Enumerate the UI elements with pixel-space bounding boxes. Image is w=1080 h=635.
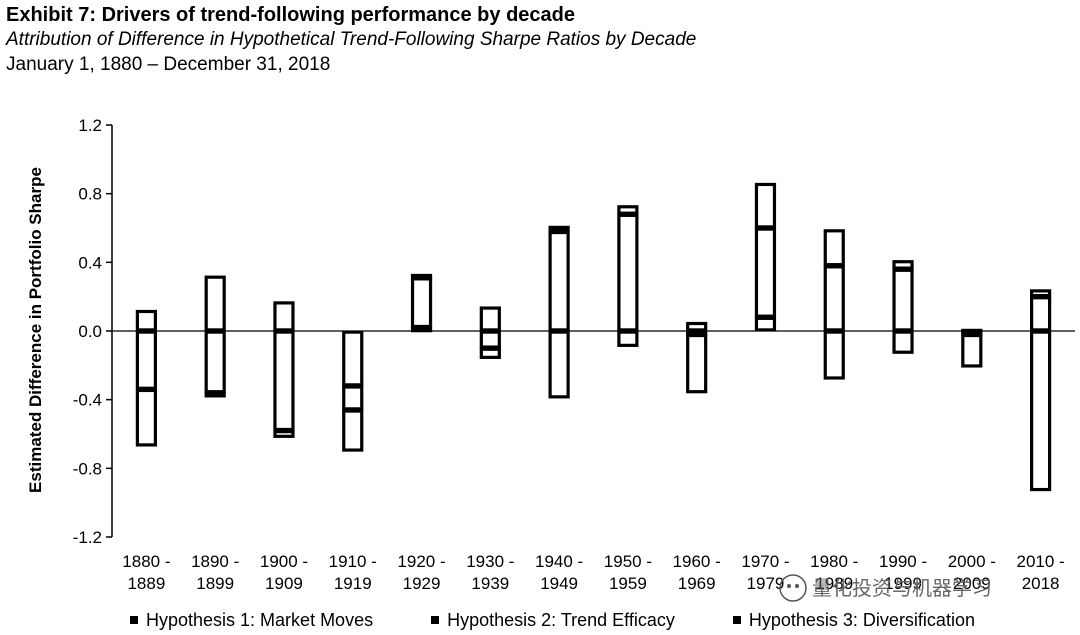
legend-label: Hypothesis 1: Market Moves: [146, 610, 374, 630]
bar-segment-3: [204, 392, 226, 398]
legend-swatch: [732, 616, 741, 624]
bar-segment-2: [1030, 289, 1052, 298]
x-tick-label: 1889: [127, 574, 165, 593]
date-range: January 1, 1880 – December 31, 2018: [6, 54, 331, 75]
bar-segment-2: [410, 277, 433, 329]
bar-segment-2: [548, 225, 570, 232]
x-tick-label: 1950 -: [604, 552, 652, 571]
x-tick-label: 1939: [471, 574, 509, 593]
bar-segment-1: [823, 265, 845, 332]
bar-segment-2: [204, 275, 226, 332]
y-tick-label: 0.4: [78, 253, 102, 272]
bar-segment-1: [135, 309, 157, 332]
chart-legend: Hypothesis 1: Market Moves Hypothesis 2: …: [130, 609, 1050, 631]
bar-segment-3: [961, 328, 983, 334]
x-tick-label: 1979: [747, 574, 785, 593]
y-tick-label: -0.8: [73, 459, 102, 478]
y-tick-label: 0.0: [78, 322, 102, 341]
bar-segment-3: [686, 333, 708, 394]
y-tick-label: -1.2: [73, 528, 102, 547]
x-tick-label: 1930 -: [466, 552, 514, 571]
x-tick-label: 2018: [1022, 574, 1060, 593]
x-tick-label: 1890 -: [191, 552, 239, 571]
x-tick-label: 2000 -: [948, 552, 996, 571]
bar-segment-2: [823, 229, 845, 267]
legend-swatch: [431, 616, 440, 624]
bar-segment-2: [686, 321, 708, 332]
bar-segment-3: [823, 330, 845, 380]
bar-segment-3: [754, 182, 777, 229]
bar-segment-1: [617, 213, 639, 332]
legend-item-3: Hypothesis 3: Diversification: [732, 609, 975, 631]
legend-label: Hypothesis 3: Diversification: [748, 610, 975, 630]
legend-item-1: Hypothesis 1: Market Moves: [130, 609, 373, 631]
bar-segment-3: [479, 347, 501, 359]
bar-segment-2: [892, 260, 914, 270]
x-tick-label: 1899: [196, 574, 234, 593]
bar-segment-2: [617, 205, 639, 215]
y-tick-label: 0.8: [78, 185, 102, 204]
chart-header: Exhibit 7: Drivers of trend-following pe…: [6, 2, 1076, 77]
x-tick-label: 1970 -: [741, 552, 789, 571]
bar-segment-1: [686, 330, 708, 336]
bar-segment-1: [204, 330, 226, 394]
x-tick-label: 1969: [678, 574, 716, 593]
bar-segment-2: [754, 227, 777, 318]
x-tick-label: 2010 -: [1017, 552, 1065, 571]
bar-segment-3: [410, 273, 433, 280]
x-tick-label: 1919: [334, 574, 372, 593]
bar-segment-3: [342, 409, 364, 452]
x-tick-label: 1940 -: [535, 552, 583, 571]
x-tick-label: 1959: [609, 574, 647, 593]
legend-swatch: [130, 616, 138, 624]
y-tick-label: 1.2: [78, 116, 102, 135]
x-tick-label: 1989: [815, 574, 853, 593]
x-tick-label: 1929: [403, 574, 441, 593]
bar-segment-1: [892, 268, 914, 332]
bar-segment-2: [342, 385, 364, 411]
bar-segment-3: [135, 388, 157, 447]
watermark-logo: 量化投资与机器学习: [779, 574, 992, 602]
y-tick-label: -0.4: [73, 391, 102, 410]
bar-segment-1: [548, 230, 570, 332]
bar-segment-2: [135, 330, 157, 390]
x-tick-label: 1960 -: [673, 552, 721, 571]
chart-title: Exhibit 7: Drivers of trend-following pe…: [6, 4, 575, 26]
bar-segment-2: [961, 333, 983, 368]
bar-segment-3: [273, 301, 295, 332]
legend-label: Hypothesis 2: Trend Efficacy: [447, 610, 675, 630]
y-axis-label: Estimated Difference in Portfolio Sharpe: [26, 167, 45, 493]
x-tick-label: 1900 -: [260, 552, 308, 571]
x-tick-label: 1909: [265, 574, 303, 593]
bar-segment-3: [892, 330, 914, 354]
bar-segment-3: [1030, 330, 1052, 492]
bar-segment-3: [548, 330, 570, 399]
x-tick-label: 1880 -: [122, 552, 170, 571]
x-tick-label: 1949: [540, 574, 578, 593]
watermark-text: 量化投资与机器学习: [812, 576, 992, 600]
x-tick-label: 1980 -: [810, 552, 858, 571]
x-tick-label: 1910 -: [329, 552, 377, 571]
x-tick-label: 2009: [953, 574, 991, 593]
bar-segment-1: [754, 316, 777, 332]
bar-segment-1: [1030, 296, 1052, 332]
bar-segment-3: [617, 330, 639, 347]
bar-segment-1: [342, 330, 364, 387]
bar-segment-2: [479, 330, 501, 349]
chart-subtitle: Attribution of Difference in Hypothetica…: [6, 29, 697, 50]
bar-segment-2: [273, 430, 295, 438]
bar-segment-1: [410, 327, 433, 333]
x-tick-label: 1999: [884, 574, 922, 593]
x-tick-label: 1920 -: [397, 552, 445, 571]
bar-segment-1: [273, 330, 295, 432]
bar-segment-1: [479, 306, 501, 332]
x-tick-label: 1990 -: [879, 552, 927, 571]
legend-item-2: Hypothesis 2: Trend Efficacy: [431, 609, 675, 631]
